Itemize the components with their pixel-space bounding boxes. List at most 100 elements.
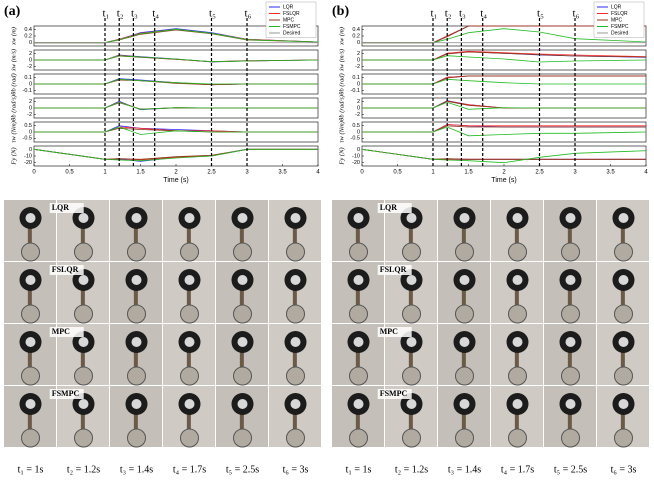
y-axis-label: Fy (N) [10, 147, 17, 165]
panel-label: (a) [4, 4, 21, 19]
series-line [362, 124, 646, 133]
series-line [34, 28, 319, 44]
photo-wheel-base [74, 428, 93, 448]
y-axis-label: θ̇b (rad/s) [338, 95, 345, 121]
time-caption: t₁ = 1s [18, 464, 44, 475]
event-label: t₃ [459, 8, 466, 20]
photo-wheel-base [561, 242, 580, 262]
x-tick-label: 2.5 [207, 170, 216, 176]
photo-wheel-hub [237, 399, 248, 409]
photo-wheel-hub [618, 399, 629, 409]
photo-wheel-base [180, 366, 199, 386]
photo-wheel-base [286, 304, 305, 324]
photo-rod [239, 346, 244, 372]
series-line [362, 55, 647, 63]
photo-rod [567, 346, 572, 372]
y-tick-label: 0 [29, 81, 32, 87]
photo-wheel-hub [353, 213, 364, 223]
photo-rod [292, 408, 297, 434]
photo-wheel-hub [565, 399, 576, 409]
time-caption: t₂ = 1.2s [395, 464, 428, 475]
photo-wheel-base [402, 304, 421, 324]
y-tick-label: 0.4 [24, 27, 32, 33]
photo-wheel-hub [184, 275, 195, 285]
photo-wheel-base [349, 304, 368, 324]
photo-wheel-hub [25, 399, 36, 409]
y-axis-label: θ̇b (rad/s) [10, 95, 17, 121]
row-label-bg [49, 265, 84, 275]
photo-wheel-base [561, 304, 580, 324]
series-line [362, 125, 646, 133]
series-line [34, 78, 318, 85]
photo-wheel-base [127, 304, 146, 324]
photo-wheel-base [508, 304, 527, 324]
y-tick-label: -20 [24, 160, 32, 166]
photo-wheel-base [455, 242, 474, 262]
photo-wheel-hub [237, 213, 248, 223]
photo-wheel-base [614, 242, 633, 262]
photo-wheel-hub [459, 213, 470, 223]
photo-wheel-base [349, 242, 368, 262]
row-label: FSMPC [380, 389, 408, 398]
photo-rod [620, 284, 625, 310]
photo-wheel-hub [25, 337, 36, 347]
photo-wheel-hub [131, 275, 142, 285]
row-label: FSMPC [52, 389, 80, 398]
series-line [362, 25, 646, 44]
photo-wheel-hub [290, 337, 301, 347]
x-axis-label: Time (s) [491, 177, 516, 184]
photo-wheel-hub [565, 213, 576, 223]
photo-rod [567, 222, 572, 248]
x-tick-label: 2 [502, 170, 506, 176]
photo-rod [461, 346, 466, 372]
x-tick-label: 2.5 [535, 170, 544, 176]
photo-rod [80, 408, 85, 434]
photo-wheel-hub [131, 337, 142, 347]
photo-rod [514, 408, 519, 434]
y-tick-label: 0 [29, 105, 32, 111]
x-tick-label: 0.5 [65, 170, 74, 176]
time-caption: t₄ = 1.7s [173, 464, 206, 475]
photo-wheel-hub [78, 275, 89, 285]
photo-wheel-base [21, 304, 40, 324]
row-label: LQR [52, 203, 70, 212]
photo-wheel-base [402, 242, 421, 262]
photo-wheel-base [349, 428, 368, 448]
event-label: t₆ [573, 8, 580, 20]
legend-label: MPC [283, 17, 295, 23]
legend-label: FSLQR [283, 11, 300, 17]
photo-rod [514, 222, 519, 248]
row-label-bg [49, 389, 84, 399]
photo-wheel-base [180, 428, 199, 448]
legend-label: LQR [283, 4, 294, 10]
x-tick-label: 0 [32, 170, 36, 176]
y-axis-label: τw (Nm) [338, 121, 345, 143]
photo-wheel-hub [618, 337, 629, 347]
photo-rod [355, 222, 360, 248]
x-tick-label: 4 [316, 170, 320, 176]
row-label: LQR [380, 203, 398, 212]
event-label: t₄ [152, 8, 159, 20]
photo-rod [186, 222, 191, 248]
time-caption: t₂ = 1.2s [67, 464, 100, 475]
y-axis-label: θb (rad) [338, 73, 345, 94]
photo-wheel-hub [406, 399, 417, 409]
photo-rod [408, 408, 413, 434]
time-caption: t₅ = 2.5s [554, 464, 587, 475]
photo-rod [292, 284, 297, 310]
row-label-bg [377, 327, 412, 337]
y-tick-label: 0 [29, 147, 32, 153]
y-tick-label: 0 [357, 105, 360, 111]
photo-rod [567, 284, 572, 310]
photo-wheel-hub [406, 275, 417, 285]
series-line [362, 28, 647, 44]
photo-rod [27, 346, 32, 372]
photo-wheel-hub [353, 275, 364, 285]
photo-rod [461, 222, 466, 248]
photo-wheel-hub [184, 337, 195, 347]
photo-wheel-hub [237, 337, 248, 347]
series-line [34, 101, 318, 110]
row-label: MPC [52, 327, 70, 336]
photo-wheel-hub [25, 275, 36, 285]
y-tick-label: 0 [29, 40, 32, 46]
